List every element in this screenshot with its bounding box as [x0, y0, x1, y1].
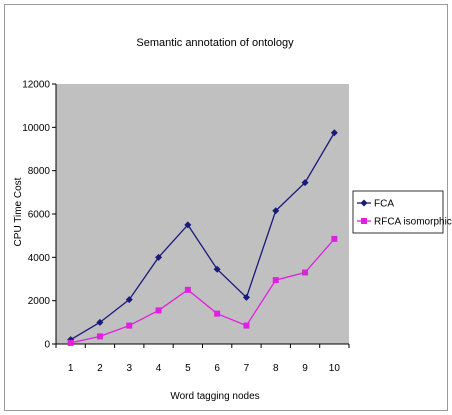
data-point: [331, 235, 338, 242]
x-tick-label: 3: [126, 363, 132, 374]
data-point: [243, 322, 250, 329]
series-1: [67, 129, 338, 344]
data-point: [272, 277, 279, 284]
data-point: [155, 307, 162, 314]
y-tick-label: 2000: [28, 296, 51, 307]
y-tick-label: 10000: [22, 123, 50, 134]
data-point: [242, 293, 250, 301]
data-point: [125, 296, 133, 304]
x-tick-label: 7: [244, 363, 250, 374]
x-tick-label: 4: [156, 363, 162, 374]
series-2: [67, 235, 338, 346]
data-point: [302, 269, 309, 276]
series-line: [70, 132, 335, 341]
y-tick-label: 12000: [22, 80, 50, 91]
y-tick-label: 6000: [28, 210, 51, 221]
x-tick-label: 5: [185, 363, 191, 374]
data-point: [96, 333, 103, 340]
x-tick-label: 2: [97, 363, 103, 374]
legend-marker: [360, 199, 368, 207]
data-point: [184, 286, 191, 293]
data-point: [96, 318, 104, 326]
legend: FCA RFCA isomorphic: [352, 190, 452, 234]
data-point: [184, 221, 192, 229]
legend-marker: [361, 218, 367, 224]
data-point: [330, 129, 338, 137]
data-point: [301, 179, 309, 187]
series-line: [70, 238, 335, 344]
data-point: [272, 207, 280, 215]
y-tick-label: 4000: [28, 253, 51, 264]
legend-label: RFCA isomorphic: [374, 217, 452, 228]
x-tick-label: 9: [302, 363, 308, 374]
legend-label: FCA: [374, 199, 394, 210]
y-tick-label: 8000: [28, 166, 51, 177]
x-tick-label: 8: [273, 363, 279, 374]
x-tick-label: 6: [214, 363, 220, 374]
data-point: [213, 265, 221, 273]
x-tick-label: 10: [329, 363, 341, 374]
y-tick-label: 0: [44, 340, 50, 351]
data-point: [126, 322, 133, 329]
x-axis-label: Word tagging nodes: [170, 391, 259, 402]
y-axis-label: CPU Time Cost: [13, 177, 24, 246]
data-point: [214, 310, 221, 317]
data-point: [155, 253, 163, 261]
series-layer: [67, 129, 338, 346]
legend-box: [352, 190, 444, 234]
data-point: [67, 339, 74, 346]
x-tick-label: 1: [68, 363, 74, 374]
y-axis: 0 2000 4000 6000 8000 10000 12000: [22, 80, 56, 351]
x-axis: 1 2 3 4 5 6 7 8 9 10: [55, 344, 350, 374]
chart-title: Semantic annotation of ontology: [136, 37, 294, 49]
plot-area: [56, 84, 349, 344]
